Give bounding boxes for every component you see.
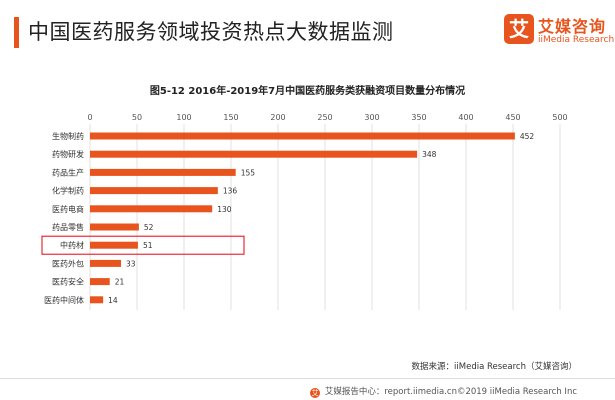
category-label: 医药电商 xyxy=(52,204,84,214)
logo-name-cn: 艾媒咨询 xyxy=(538,17,607,36)
value-label: 21 xyxy=(115,278,125,287)
logo-name-en: iiMedia Research xyxy=(538,35,615,45)
bar xyxy=(90,132,515,140)
bar xyxy=(90,259,122,267)
bar xyxy=(90,187,218,195)
value-label: 51 xyxy=(143,241,153,250)
category-label: 生物制药 xyxy=(52,131,84,141)
category-label: 医药安全 xyxy=(52,277,84,287)
value-label: 130 xyxy=(217,205,232,214)
x-tick-label: 250 xyxy=(317,113,332,122)
category-label: 药品生产 xyxy=(52,167,84,177)
x-tick-label: 0 xyxy=(87,113,92,122)
value-label: 136 xyxy=(223,187,238,196)
x-tick-label: 400 xyxy=(458,113,473,122)
footer-divider xyxy=(0,378,615,379)
category-label: 中药材 xyxy=(60,240,84,250)
x-tick-label: 450 xyxy=(505,113,520,122)
x-tick-label: 150 xyxy=(223,113,238,122)
x-tick-label: 200 xyxy=(270,113,285,122)
category-label: 医药外包 xyxy=(52,258,84,268)
value-label: 348 xyxy=(422,150,437,159)
footer-logo-icon: 艾 xyxy=(310,388,321,398)
x-tick-label: 350 xyxy=(411,113,426,122)
bar xyxy=(90,223,139,231)
value-label: 52 xyxy=(144,223,154,232)
bar xyxy=(90,241,138,249)
logo-badge-icon: 艾 xyxy=(504,14,534,44)
category-label: 药物研发 xyxy=(52,149,84,159)
value-label: 155 xyxy=(241,168,256,177)
value-label: 452 xyxy=(520,132,535,141)
title-accent-bar xyxy=(14,17,19,48)
x-tick-label: 300 xyxy=(364,113,379,122)
x-tick-label: 100 xyxy=(176,113,191,122)
page-title: 中国医药服务领域投资热点大数据监测 xyxy=(28,20,394,44)
bar xyxy=(90,168,236,176)
bar xyxy=(90,296,104,304)
x-tick-label: 500 xyxy=(552,113,567,122)
highlight-box xyxy=(41,235,245,255)
x-tick-label: 50 xyxy=(132,113,142,122)
category-label: 药品零售 xyxy=(52,222,84,232)
category-label: 化学制药 xyxy=(52,186,84,196)
data-source: 数据来源：iiMedia Research（艾媒咨询） xyxy=(411,362,577,372)
bar xyxy=(90,150,418,158)
footer: 艾 艾媒报告中心：report.iimedia.cn©2019 iiMedia … xyxy=(310,385,577,398)
footer-text: 艾媒报告中心：report.iimedia.cn©2019 iiMedia Re… xyxy=(324,387,577,397)
category-label: 医药中间体 xyxy=(44,295,84,305)
bar xyxy=(90,205,213,213)
value-label: 33 xyxy=(126,259,136,268)
value-label: 14 xyxy=(108,296,118,305)
bar xyxy=(90,278,110,286)
chart-title: 图5-12 2016年-2019年7月中国医药服务类获融资项目数量分布情况 xyxy=(149,86,466,97)
